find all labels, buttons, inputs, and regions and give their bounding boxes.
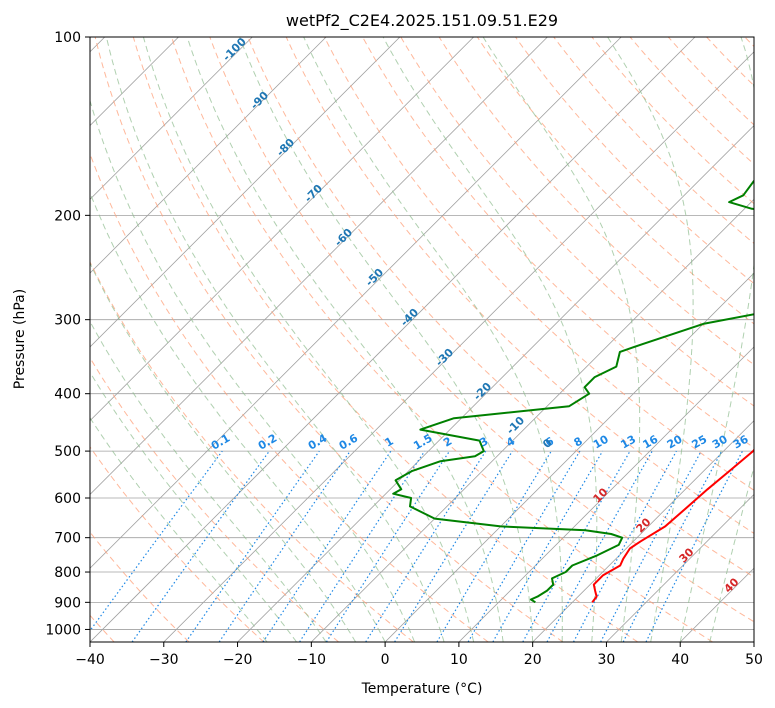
isotherm-line: [384, 272, 754, 642]
y-tick-label: 100: [54, 30, 81, 46]
dry-adiabat-line: [94, 37, 564, 642]
y-tick-label: 900: [54, 595, 81, 611]
moist-adiabat-line: [105, 37, 445, 642]
isotherm-line: [90, 37, 622, 569]
x-tick-label: 0: [381, 652, 390, 668]
mixing-ratio-line: [131, 450, 270, 642]
moist-adiabat-line: [90, 416, 268, 642]
moist-adiabat-line: [186, 37, 504, 642]
isotherm-line: [90, 37, 327, 274]
dewpoint-profile: [392, 179, 754, 604]
moist-adiabat-line: [482, 37, 641, 642]
y-tick-label: 300: [54, 313, 81, 329]
moist-adiabat-line: [142, 37, 475, 642]
y-tick-label: 200: [54, 208, 81, 224]
x-tick-label: −20: [223, 652, 253, 668]
isotherm-line: [90, 37, 253, 200]
chart-title: wetPf2_C2E4.2025.151.09.51.E29: [286, 11, 558, 31]
moist-adiabat-line: [303, 37, 563, 642]
y-tick-label: 500: [54, 444, 81, 460]
isotherm-line: [532, 420, 754, 642]
x-tick-label: 40: [671, 652, 689, 668]
mixing-ratio-line: [394, 450, 513, 642]
y-tick-label: 600: [54, 491, 81, 507]
x-tick-label: −10: [297, 652, 327, 668]
mixing-ratio-line: [522, 450, 631, 642]
data-layer: [392, 179, 754, 604]
dry-adiabat-line: [553, 37, 754, 245]
dry-adiabat-line: [90, 446, 265, 642]
x-tick-label: 20: [524, 652, 542, 668]
dry-adiabat-line: [438, 37, 754, 366]
plot-frame: [89, 36, 755, 643]
y-tick-label: 800: [54, 565, 81, 581]
x-tick-label: −40: [75, 652, 105, 668]
dry-adiabat-line: [209, 37, 754, 623]
moist-adiabat-line: [90, 191, 386, 642]
axis-layer: −40 −30 −20 −10 0 10 20 30 40 50 100 200 300 400 500 60…: [45, 30, 763, 668]
x-axis-label: Temperature (°C): [361, 681, 483, 697]
isotherm-line: [90, 37, 401, 348]
dry-adiabat-line: [90, 260, 414, 642]
isotherm-line: [163, 51, 754, 642]
x-tick-label: −30: [149, 652, 179, 668]
moist-adiabat-line: [90, 320, 327, 642]
y-tick-label: 400: [54, 387, 81, 403]
dry-adiabat-line: [629, 37, 754, 165]
mixing-ratio-line: [262, 450, 392, 642]
y-tick-label: 700: [54, 531, 81, 547]
dry-adiabat-line: [400, 37, 754, 407]
grid-layer: [90, 37, 754, 642]
isotherm-line: [90, 37, 696, 642]
mixing-ratio-line: [90, 450, 223, 632]
isotherm-line: [90, 37, 474, 422]
dry-adiabat-line: [362, 37, 754, 449]
mixing-ratio-line: [185, 450, 320, 642]
dry-adiabat-line: [515, 37, 754, 285]
moist-adiabat-line: [679, 37, 754, 642]
dry-adiabat-line: [247, 37, 754, 578]
mixing-ratio-line: [645, 450, 744, 642]
moist-adiabat-line: [90, 262, 357, 642]
isotherm-line: [237, 124, 754, 642]
y-tick-label: 1000: [45, 622, 81, 638]
mixing-ratio-line: [546, 450, 653, 642]
moist-adiabat-line: [239, 37, 534, 642]
mixing-ratio-line: [325, 450, 450, 642]
isotherm-line: [606, 493, 754, 642]
dry-adiabat-line: [132, 37, 639, 642]
x-tick-label: 10: [450, 652, 468, 668]
mixing-ratio-line: [218, 450, 351, 642]
isotherm-line: [90, 37, 548, 496]
moist-adiabat-line: [709, 465, 754, 642]
y-axis-label: Pressure (hPa): [12, 289, 28, 389]
isotherm-line: [458, 346, 754, 642]
moist-adiabat-line: [90, 371, 297, 642]
temperature-profile: [591, 448, 754, 603]
moist-adiabat-line: [607, 37, 694, 642]
mixing-ratio-line: [572, 450, 677, 642]
x-tick-label: 30: [597, 652, 615, 668]
dry-adiabat-line: [323, 37, 754, 491]
x-tick-label: 50: [745, 652, 763, 668]
moist-adiabat-line: [90, 99, 416, 642]
